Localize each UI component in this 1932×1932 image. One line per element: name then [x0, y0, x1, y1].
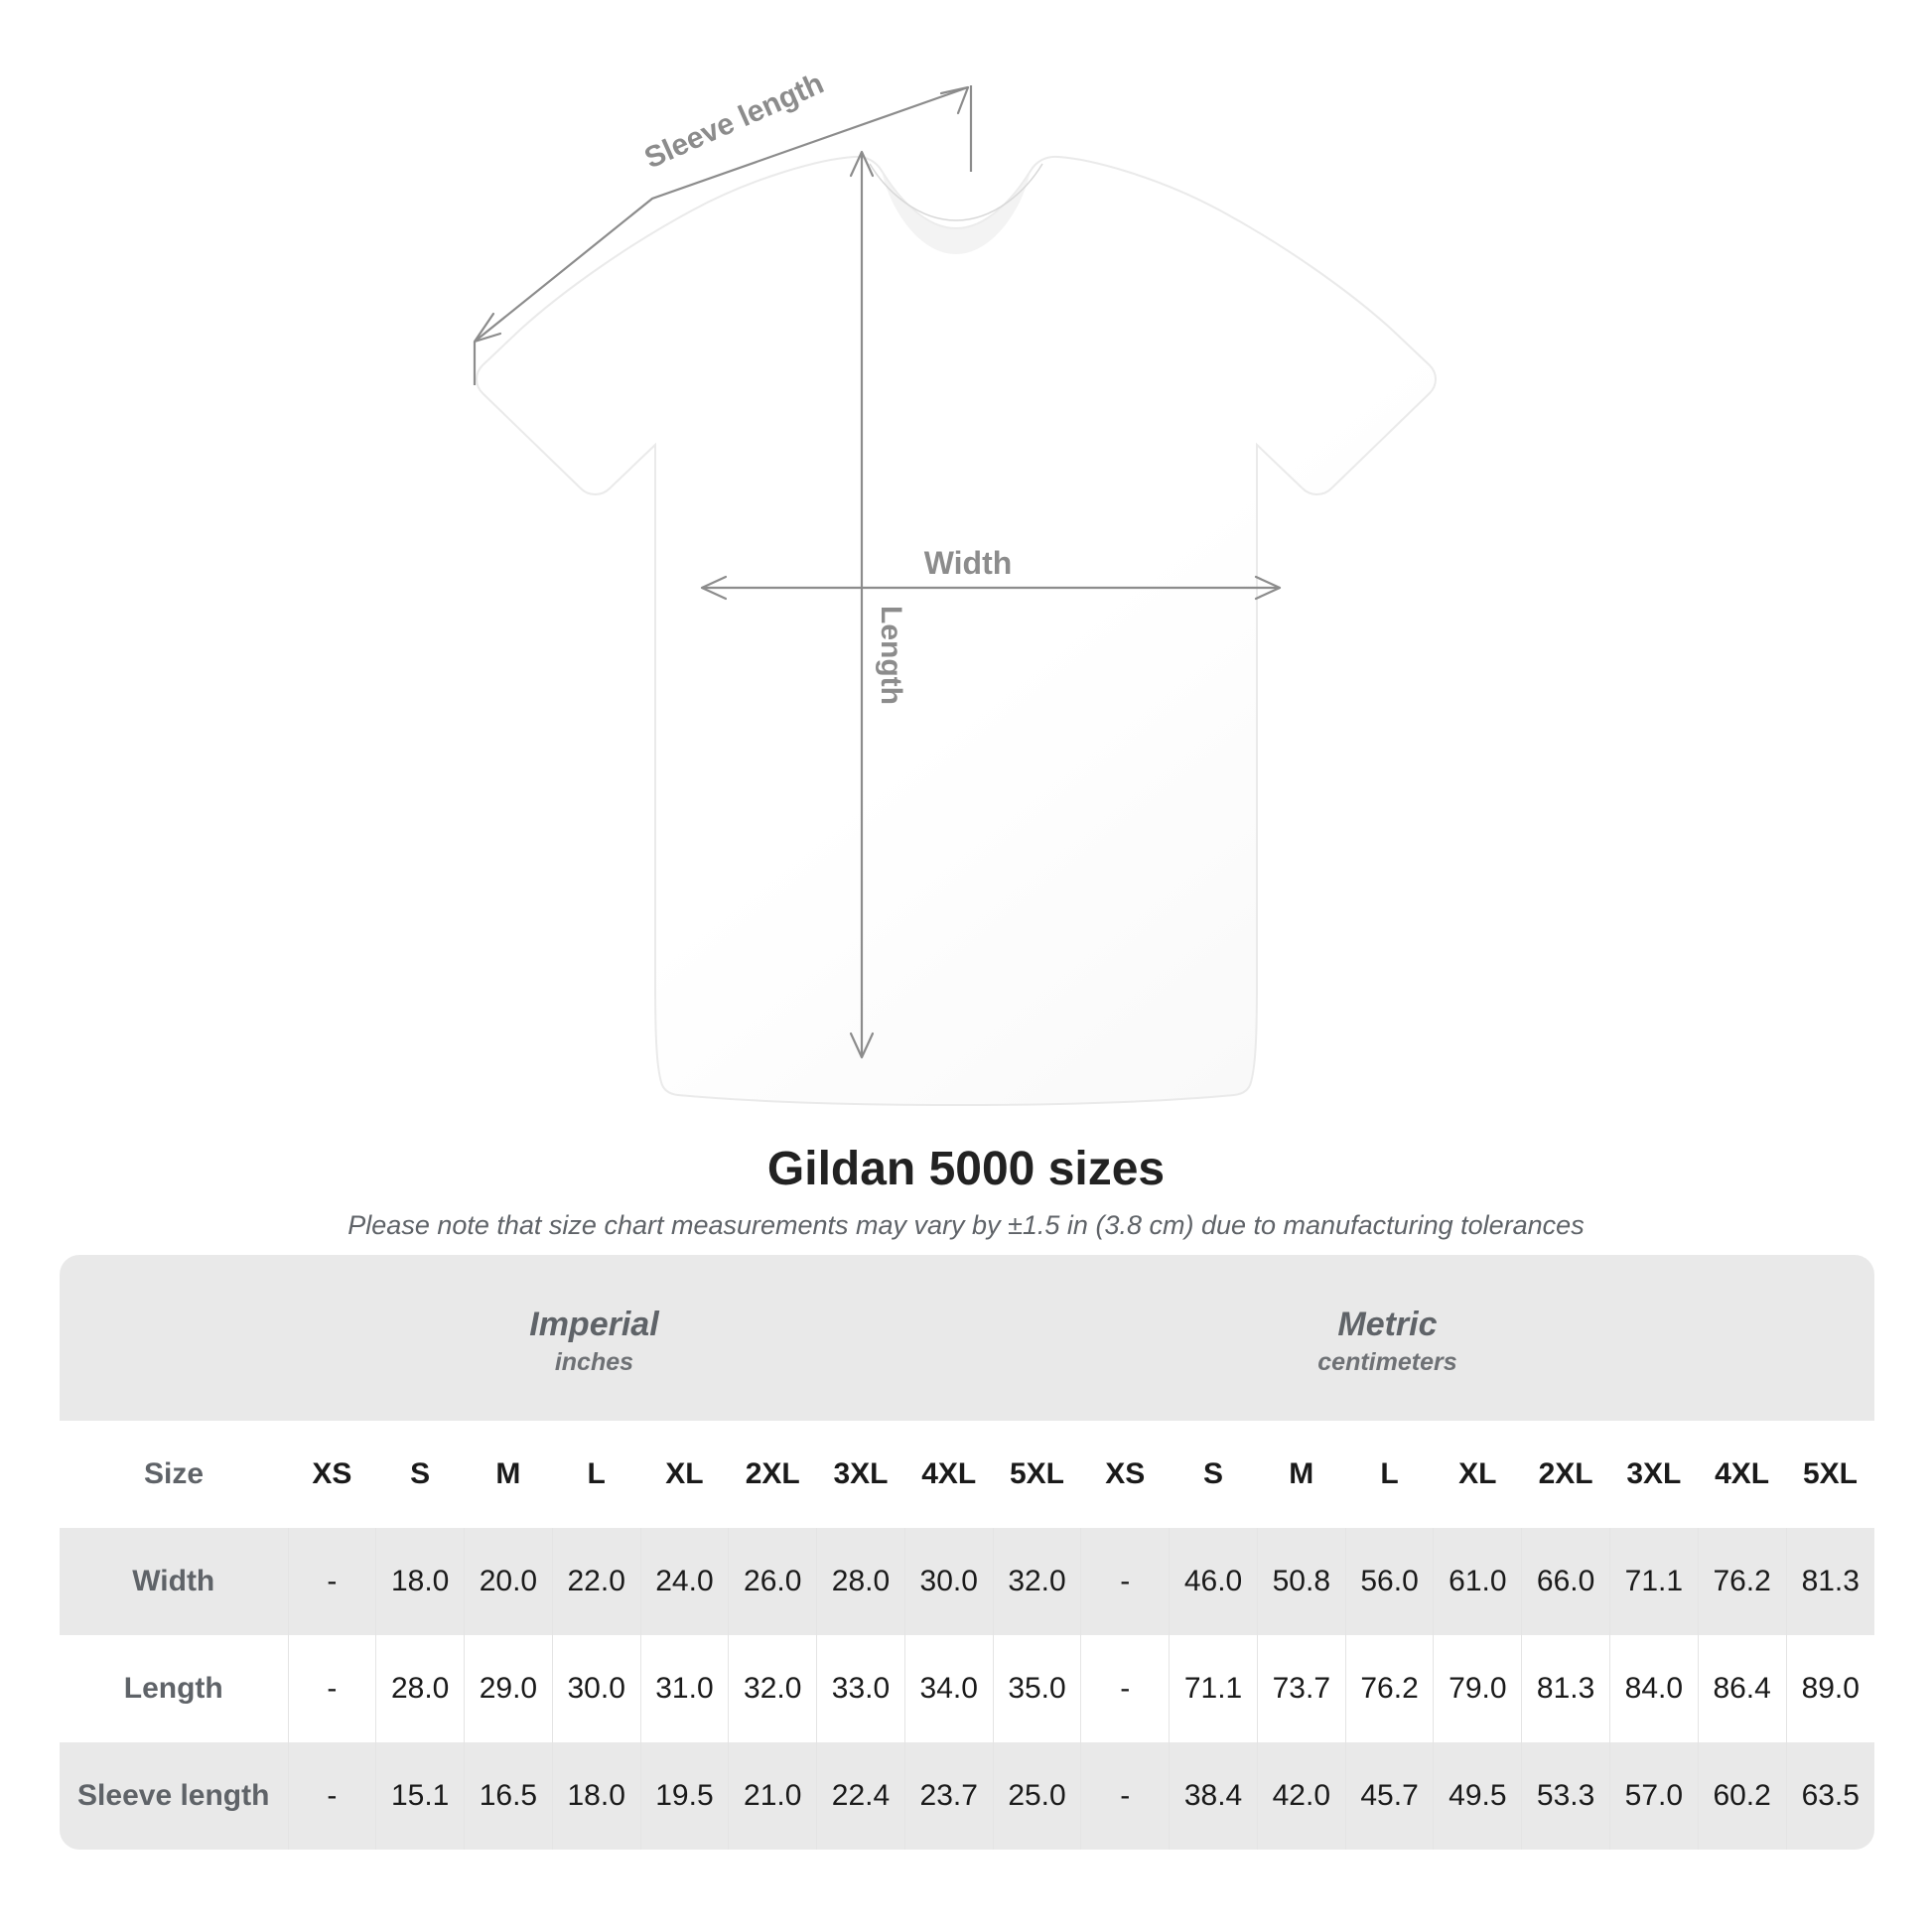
- svg-text:Width: Width: [924, 545, 1013, 581]
- svg-text:Length: Length: [875, 606, 907, 705]
- svg-text:Sleeve length: Sleeve length: [639, 68, 828, 176]
